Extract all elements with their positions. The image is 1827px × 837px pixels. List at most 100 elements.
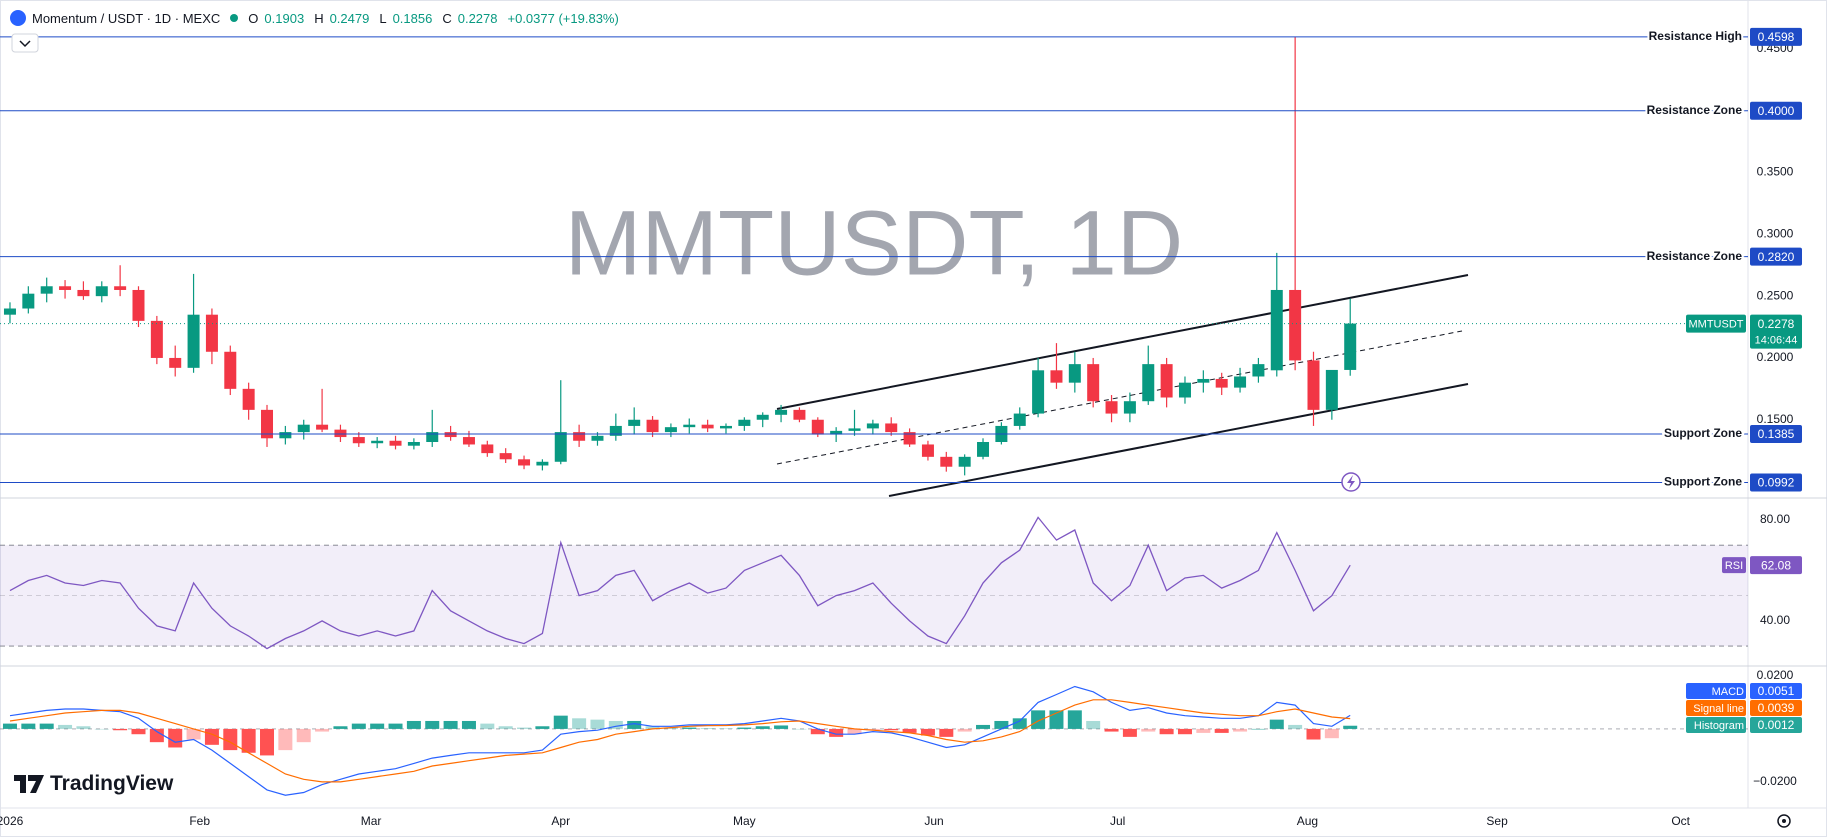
- x-tick-label: Sep: [1486, 814, 1508, 828]
- macd-tick-label: −0.0200: [1753, 774, 1797, 788]
- histogram-bar: [774, 725, 789, 729]
- histogram-bar: [627, 720, 642, 729]
- histogram-bar: [406, 720, 421, 729]
- macd-tick-label: 0.0200: [1757, 668, 1794, 682]
- candle-body: [628, 419, 641, 426]
- histogram-bar: [39, 723, 54, 729]
- ohlc-label: C: [442, 10, 452, 26]
- level-name: Support Zone: [1664, 426, 1742, 440]
- candle-body: [811, 419, 824, 435]
- histogram-bar: [388, 723, 403, 729]
- candle-body: [1013, 413, 1026, 426]
- macd-value-box: [1750, 700, 1802, 716]
- y-tick-label: 0.2500: [1757, 288, 1794, 302]
- candle-body: [719, 425, 732, 429]
- symbol-box: [1686, 314, 1746, 333]
- candle-body: [205, 314, 218, 352]
- histogram-bar: [94, 728, 109, 730]
- candle-body: [554, 432, 567, 462]
- histogram-bar: [21, 723, 36, 729]
- collapse-button[interactable]: [11, 33, 39, 53]
- candle-body: [77, 289, 90, 297]
- histogram-bar: [737, 727, 752, 729]
- ohlc-value: 0.2479: [329, 10, 370, 26]
- candle-body: [1307, 360, 1320, 410]
- rsi-tick-label: 80.00: [1760, 512, 1790, 526]
- histogram-bar: [351, 723, 366, 729]
- candle-body: [573, 432, 586, 441]
- candle-body: [738, 419, 751, 426]
- histogram-bar: [1214, 728, 1229, 733]
- ohlc-value: 0.2278: [457, 10, 498, 26]
- axes: 2026 Feb Mar Apr May Jun Jul Aug Sep Oct 0.1500 0.2…: [0, 27, 1802, 828]
- macd-name: Signal line: [1693, 703, 1744, 715]
- candle-body: [958, 456, 971, 467]
- candle-body: [1142, 364, 1155, 402]
- symbol-title[interactable]: Momentum / USDT · 1D · MEXC: [32, 10, 221, 26]
- rsi-tick-label: 40.00: [1760, 613, 1790, 627]
- ohlc-value: 0.1903: [264, 10, 305, 26]
- candle-body: [609, 425, 622, 436]
- histogram-bar: [1251, 728, 1266, 730]
- candle-body: [95, 286, 108, 297]
- rsi-name-box: [1722, 557, 1746, 574]
- candle-body: [462, 437, 475, 445]
- candle-body: [1234, 376, 1247, 388]
- candle-body: [664, 427, 677, 433]
- macd-line: [9, 685, 1351, 796]
- histogram-bar: [186, 728, 201, 740]
- alert-icon-bolt: [1347, 475, 1355, 489]
- histogram-bar: [480, 723, 495, 729]
- histogram-bar: [149, 728, 164, 743]
- histogram-bar: [682, 727, 697, 729]
- candle-body: [114, 286, 127, 290]
- level-price-box: [1750, 27, 1802, 46]
- candle-body: [59, 286, 72, 290]
- candle-body: [499, 453, 512, 460]
- countdown: 14:06:44: [1755, 334, 1798, 346]
- histogram-bar: [370, 723, 385, 729]
- legend-header: Momentum / USDT · 1D · MEXC O 0.1903 H 0.2…: [10, 8, 623, 28]
- level-name: Support Zone: [1664, 475, 1742, 489]
- candle-body: [297, 424, 310, 433]
- candle-body: [242, 388, 255, 410]
- candle-body: [481, 444, 494, 454]
- histogram-bar: [461, 720, 476, 729]
- level-price-label: 0.2820: [1758, 250, 1795, 264]
- histogram-bar: [1012, 718, 1027, 729]
- brand-text: TradingView: [50, 772, 174, 795]
- histogram-bar: [260, 728, 275, 756]
- histogram-bar: [443, 720, 458, 729]
- histogram-bar: [902, 728, 917, 733]
- candle-body: [1068, 364, 1081, 383]
- candle-body: [1215, 378, 1228, 388]
- macd-value: 0.0051: [1758, 684, 1795, 698]
- x-tick-label: May: [733, 814, 756, 828]
- watermark: MMTUSDT, 1D: [565, 192, 1183, 294]
- level-price-box: [1750, 247, 1802, 266]
- ohlc-label: H: [314, 10, 324, 26]
- histogram-bar: [1031, 710, 1046, 729]
- histogram-bar: [865, 728, 880, 731]
- histogram-bar: [976, 724, 991, 729]
- histogram-bar: [1233, 728, 1248, 732]
- rsi-pane: [0, 516, 1748, 650]
- histogram-bar: [755, 726, 770, 729]
- histogram-bar: [957, 728, 972, 732]
- candle-body: [536, 461, 549, 466]
- histogram-bar: [241, 728, 256, 753]
- macd-line: [9, 699, 1351, 783]
- y-tick-label: 0.3000: [1757, 227, 1794, 241]
- candle-body: [885, 423, 898, 433]
- last-price-label: 0.2278: [1758, 317, 1795, 331]
- candle-body: [150, 320, 163, 358]
- histogram-bar: [645, 726, 660, 729]
- x-tick-label: Mar: [361, 814, 382, 828]
- settings-button[interactable]: [1777, 814, 1791, 828]
- histogram-bar: [76, 726, 91, 729]
- candle-body: [830, 430, 843, 435]
- y-tick-label: 0.3500: [1757, 165, 1794, 179]
- histogram-bar: [1141, 728, 1156, 732]
